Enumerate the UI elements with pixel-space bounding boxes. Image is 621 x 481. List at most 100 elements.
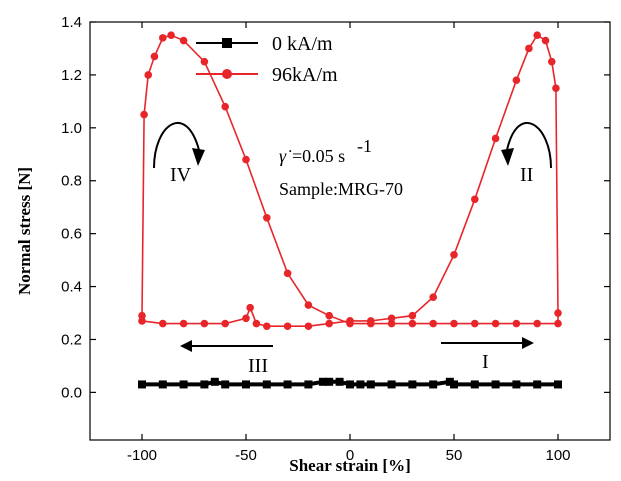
data-point-96kam [533, 319, 541, 328]
y-tick-label: 1.4 [61, 14, 82, 31]
x-axis: -100 -50 0 50 100 [127, 22, 571, 464]
data-point-96kam [138, 317, 146, 325]
y-tick-label: 0.6 [61, 226, 82, 243]
data-point-96kam [283, 322, 292, 331]
data-point-96kam [512, 76, 521, 85]
data-point-96kam [512, 319, 521, 328]
data-point-96kam [554, 309, 562, 317]
y-tick-label: 1.2 [61, 67, 82, 84]
data-point-96kam [429, 319, 438, 328]
data-point-0kam [445, 377, 454, 386]
data-point-0kam [262, 380, 271, 389]
data-point-0kam [491, 380, 500, 389]
data-point-0kam [470, 380, 479, 389]
data-point-96kam [167, 31, 175, 40]
arrow-ii-head [501, 148, 514, 166]
data-point-96kam [547, 57, 556, 66]
data-point-0kam [200, 380, 209, 389]
data-point-96kam [491, 134, 500, 143]
data-point-0kam [158, 380, 167, 389]
data-point-0kam [387, 380, 396, 389]
data-point-96kam [138, 311, 146, 320]
data-point-0kam [242, 380, 250, 389]
data-point-0kam [210, 377, 219, 386]
y-tick-label: 1.0 [61, 120, 82, 137]
data-point-0kam [325, 377, 334, 386]
y-axis-title: Normal stress [N] [15, 167, 34, 295]
data-point-96kam [179, 319, 188, 328]
legend-marker-96kam [222, 69, 232, 79]
x-tick-label: 100 [545, 447, 570, 464]
data-point-96kam [150, 52, 159, 61]
x-tick-label: 0 [346, 447, 354, 464]
data-point-96kam [242, 314, 250, 323]
data-point-96kam [159, 34, 167, 42]
data-point-96kam [525, 44, 533, 53]
x-tick-label: -100 [127, 447, 157, 464]
data-point-96kam [325, 311, 334, 320]
plot-area [89, 21, 611, 441]
data-point-0kam [429, 380, 438, 389]
data-point-96kam [304, 301, 313, 309]
arrow-iv-curve [153, 121, 200, 169]
shear-rate-exponent: -1 [357, 136, 372, 156]
data-point-0kam [554, 380, 562, 389]
arrow-iii-head [180, 340, 192, 352]
region-label-ii: II [520, 164, 533, 186]
data-point-0kam [533, 380, 542, 389]
data-point-96kam [491, 319, 500, 328]
data-point-96kam [159, 319, 167, 328]
data-point-96kam [429, 293, 438, 301]
data-point-96kam [140, 110, 148, 119]
region-label-iii: III [248, 355, 268, 377]
arrow-iv-head [192, 148, 205, 166]
data-point-96kam [471, 319, 479, 328]
data-point-96kam [221, 319, 229, 328]
data-point-96kam [541, 36, 550, 45]
data-point-96kam [471, 195, 479, 204]
region-label-iv: IV [170, 164, 192, 186]
data-point-0kam [346, 380, 354, 389]
legend-marker-0kam [222, 38, 232, 48]
data-point-96kam [533, 31, 541, 40]
data-point-96kam [179, 36, 188, 45]
y-tick-label: 0.4 [61, 279, 82, 296]
data-point-96kam [554, 319, 562, 328]
y-tick-label: 0.0 [61, 384, 82, 401]
legend: 0 kA/m 96kA/m [196, 33, 338, 86]
data-point-96kam [450, 251, 458, 259]
sample-label: Sample:MRG-70 [279, 179, 403, 199]
data-point-96kam [263, 213, 271, 222]
data-point-96kam [252, 319, 261, 328]
data-point-0kam [356, 380, 365, 389]
shear-rate-text: =0.05 s [292, 146, 345, 166]
data-point-96kam [552, 84, 560, 92]
data-point-96kam [304, 322, 313, 331]
data-point-0kam [408, 380, 417, 389]
data-point-96kam [367, 319, 375, 328]
data-point-96kam [346, 317, 354, 325]
data-point-0kam [283, 380, 292, 389]
data-point-0kam [221, 380, 230, 389]
legend-label-96kam: 96kA/m [272, 64, 338, 86]
legend-label-0kam: 0 kA/m [272, 33, 333, 55]
data-point-0kam [318, 377, 327, 386]
data-point-0kam [512, 380, 521, 389]
arrow-ii-curve [506, 121, 552, 169]
y-axis: 0.0 0.2 0.4 0.6 0.8 1.0 1.2 1.4 [61, 14, 610, 401]
data-point-96kam [283, 269, 292, 278]
arrow-i-head [522, 337, 534, 349]
x-tick-label: -50 [235, 447, 257, 464]
series-markers [138, 31, 562, 389]
data-point-96kam [200, 319, 209, 328]
data-point-0kam [366, 380, 375, 389]
data-point-96kam [200, 57, 209, 66]
x-axis-title: Shear strain [%] [289, 456, 411, 475]
data-point-96kam [144, 71, 153, 79]
data-point-96kam [387, 314, 396, 323]
data-point-96kam [242, 155, 250, 164]
data-point-0kam [335, 377, 344, 386]
data-point-96kam [221, 102, 229, 111]
data-point-96kam [246, 303, 254, 312]
